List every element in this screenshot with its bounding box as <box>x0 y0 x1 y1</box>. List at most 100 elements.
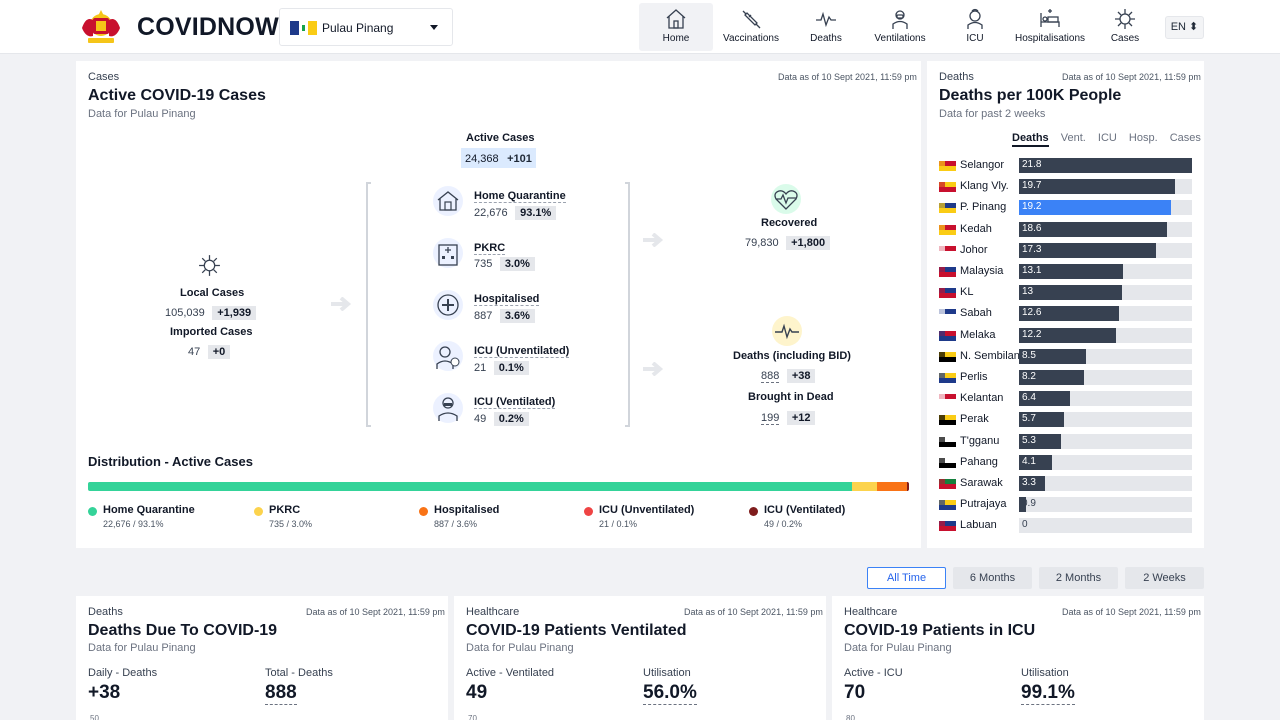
arrow-right-icon <box>643 233 664 247</box>
home-quarantine-icon <box>433 186 463 216</box>
pkrc-value: 735 <box>474 258 493 270</box>
nav-cases[interactable]: Cases <box>1104 3 1146 51</box>
period-all-time-button[interactable]: All Time <box>867 567 946 589</box>
ranking-bar <box>1019 242 1157 258</box>
ranking-row[interactable]: Selangor 21.8 <box>939 158 1192 173</box>
ranking-row[interactable]: Sabah 12.6 <box>939 306 1192 322</box>
ranking-bar-value: 6.4 <box>1022 392 1036 404</box>
ranking-row[interactable]: Pahang 4.1 <box>939 454 1192 470</box>
hospitalised-label[interactable]: Hospitalised <box>474 293 540 306</box>
ranking-state-name: Malaysia <box>960 265 1004 277</box>
ranking-row[interactable]: Sarawak 3.3 <box>939 476 1192 491</box>
ranking-state-name: T'gganu <box>960 434 1000 447</box>
ranking-row[interactable]: Putrajaya 0.9 <box>939 497 1192 513</box>
state-flag-icon <box>939 457 956 468</box>
language-select[interactable]: EN ⬍ <box>1165 16 1204 39</box>
bracket-right <box>625 182 630 427</box>
nav-icu[interactable]: ICU <box>955 3 995 51</box>
tab-hosp[interactable]: Hosp. <box>1128 132 1158 144</box>
pkrc-pct: 3.0% <box>499 257 535 271</box>
ranking-bar <box>1019 285 1123 301</box>
pkrc-stat: 735 3.0% <box>474 254 535 272</box>
brand-title[interactable]: COVIDNOW <box>137 13 279 41</box>
imported-cases-label: Imported Cases <box>170 326 253 338</box>
home-quarantine-stat: 22,676 93.1% <box>474 203 557 221</box>
ranking-row[interactable]: Kedah 18.6 <box>939 221 1192 237</box>
ranking-row[interactable]: Perak 5.7 <box>939 412 1192 428</box>
bottom-card-title: Deaths Due To COVID-19 <box>88 622 278 639</box>
ranking-state-name: Labuan <box>960 519 997 532</box>
ranking-row[interactable]: Klang Vly. 19.7 <box>939 179 1192 195</box>
period-2-months-button[interactable]: 2 Months <box>1039 567 1118 589</box>
state-flag-icon <box>939 436 956 447</box>
ranking-state-name: Selangor <box>960 159 1005 171</box>
state-flag-icon <box>939 309 956 320</box>
bottom-right-label: Utilisation <box>643 667 691 679</box>
nav-vaccinations[interactable]: Vaccinations <box>718 3 784 51</box>
bottom-left-label: Active - Ventilated <box>466 667 555 679</box>
ranking-bar <box>1019 158 1192 173</box>
icu-icon <box>967 8 983 29</box>
chart-axis-tick: 50 <box>90 714 99 720</box>
bottom-card-category: Healthcare <box>466 606 520 618</box>
ranking-card-category: Deaths <box>939 71 974 83</box>
pkrc-label[interactable]: PKRC <box>474 242 506 255</box>
state-select[interactable]: Pulau Pinang <box>279 8 453 46</box>
home-quarantine-pct: 93.1% <box>515 206 557 220</box>
bottom-right-label: Utilisation <box>1021 667 1069 679</box>
ranking-row[interactable]: T'gganu 5.3 <box>939 433 1192 449</box>
tab-vent[interactable]: Vent. <box>1060 132 1086 144</box>
ranking-row[interactable]: P. Pinang 19.2 <box>939 200 1192 216</box>
recovered-value: 79,830 <box>745 237 779 249</box>
virus-icon <box>199 255 220 276</box>
ranking-bar-track: 5.7 <box>1019 412 1192 428</box>
ranking-row[interactable]: Malaysia 13.1 <box>939 264 1192 279</box>
bid-label: Brought in Dead <box>748 391 834 403</box>
nav-home[interactable]: Home <box>639 3 713 51</box>
bid-delta: +12 <box>786 411 816 425</box>
ranking-bar-track: 8.5 <box>1019 348 1192 364</box>
bottom-card-asof: Data as of 10 Sept 2021, 11:59 pm <box>306 607 445 617</box>
bottom-right-label: Total - Deaths <box>265 667 333 679</box>
ranking-row[interactable]: N. Sembilan 8.5 <box>939 348 1192 364</box>
state-flag-icon <box>939 373 956 383</box>
deaths-delta: +38 <box>786 369 816 383</box>
icu-unventilated-label[interactable]: ICU (Unventilated) <box>474 345 570 358</box>
legend-dot <box>88 507 97 516</box>
imported-cases-stat: 47 +0 <box>188 342 231 360</box>
bottom-right-value[interactable]: 888 <box>265 682 297 705</box>
ranking-bar <box>1019 370 1085 385</box>
chart-axis-tick: 80 <box>846 714 855 720</box>
nav-hospitalisations[interactable]: Hospitalisations <box>1013 3 1087 51</box>
tab-icu[interactable]: ICU <box>1097 132 1117 144</box>
distribution-segment <box>852 482 877 491</box>
home-quarantine-label[interactable]: Home Quarantine <box>474 190 566 203</box>
imported-cases-value: 47 <box>188 346 201 358</box>
ranking-row[interactable]: Johor 17.3 <box>939 242 1192 258</box>
nav-ventilations[interactable]: Ventilations <box>866 3 934 51</box>
tab-cases[interactable]: Cases <box>1169 132 1201 144</box>
ranking-bar <box>1019 454 1052 470</box>
state-flag-icon <box>939 394 956 405</box>
pkrc-building-icon <box>433 238 463 268</box>
icu-ventilated-label[interactable]: ICU (Ventilated) <box>474 396 556 409</box>
ranking-state-name: KL <box>960 286 974 299</box>
ranking-bar <box>1019 179 1176 195</box>
ranking-row[interactable]: Labuan 0 <box>939 518 1192 534</box>
ranking-row[interactable]: Kelantan 6.4 <box>939 391 1192 407</box>
ranking-bar <box>1019 306 1119 322</box>
malaysia-coat-of-arms-icon[interactable] <box>76 8 126 46</box>
bottom-right-value[interactable]: 56.0% <box>643 682 697 705</box>
nav-deaths[interactable]: Deaths <box>800 3 852 51</box>
period-2-weeks-button[interactable]: 2 Weeks <box>1125 567 1204 589</box>
ranking-row[interactable]: Melaka 12.2 <box>939 327 1192 343</box>
period-6-months-button[interactable]: 6 Months <box>953 567 1032 589</box>
nav-deaths-label: Deaths <box>810 33 842 44</box>
bottom-card-asof: Data as of 10 Sept 2021, 11:59 pm <box>684 607 823 617</box>
ranking-row[interactable]: KL 13 <box>939 285 1192 301</box>
ranking-state-name: Kedah <box>960 222 992 235</box>
tab-deaths[interactable]: Deaths <box>1012 132 1049 147</box>
bottom-right-value[interactable]: 99.1% <box>1021 682 1075 705</box>
ranking-row[interactable]: Perlis 8.2 <box>939 370 1192 385</box>
ranking-card-asof: Data as of 10 Sept 2021, 11:59 pm <box>1062 72 1201 82</box>
